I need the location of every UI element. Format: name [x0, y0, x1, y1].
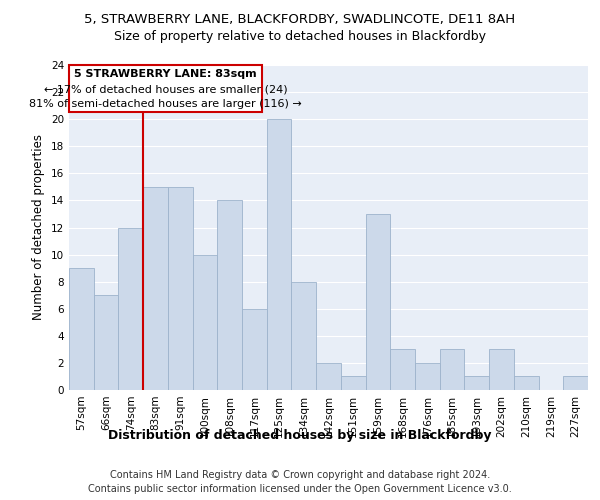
- Bar: [316, 363, 341, 390]
- Text: ← 17% of detached houses are smaller (24): ← 17% of detached houses are smaller (24…: [44, 84, 287, 94]
- Text: Size of property relative to detached houses in Blackfordby: Size of property relative to detached ho…: [114, 30, 486, 43]
- Text: 5 STRAWBERRY LANE: 83sqm: 5 STRAWBERRY LANE: 83sqm: [74, 70, 257, 80]
- Bar: [193, 254, 217, 390]
- Bar: [242, 308, 267, 390]
- Bar: [440, 350, 464, 390]
- Bar: [341, 376, 365, 390]
- FancyBboxPatch shape: [69, 65, 262, 112]
- Bar: [390, 350, 415, 390]
- Text: Contains HM Land Registry data © Crown copyright and database right 2024.
Contai: Contains HM Land Registry data © Crown c…: [88, 470, 512, 494]
- Bar: [489, 350, 514, 390]
- Bar: [217, 200, 242, 390]
- Bar: [267, 119, 292, 390]
- Text: 5, STRAWBERRY LANE, BLACKFORDBY, SWADLINCOTE, DE11 8AH: 5, STRAWBERRY LANE, BLACKFORDBY, SWADLIN…: [85, 12, 515, 26]
- Y-axis label: Number of detached properties: Number of detached properties: [32, 134, 46, 320]
- Bar: [365, 214, 390, 390]
- Bar: [563, 376, 588, 390]
- Text: Distribution of detached houses by size in Blackfordby: Distribution of detached houses by size …: [108, 428, 492, 442]
- Bar: [464, 376, 489, 390]
- Bar: [292, 282, 316, 390]
- Bar: [514, 376, 539, 390]
- Bar: [69, 268, 94, 390]
- Bar: [168, 187, 193, 390]
- Bar: [94, 295, 118, 390]
- Bar: [415, 363, 440, 390]
- Bar: [143, 187, 168, 390]
- Bar: [118, 228, 143, 390]
- Text: 81% of semi-detached houses are larger (116) →: 81% of semi-detached houses are larger (…: [29, 99, 302, 109]
